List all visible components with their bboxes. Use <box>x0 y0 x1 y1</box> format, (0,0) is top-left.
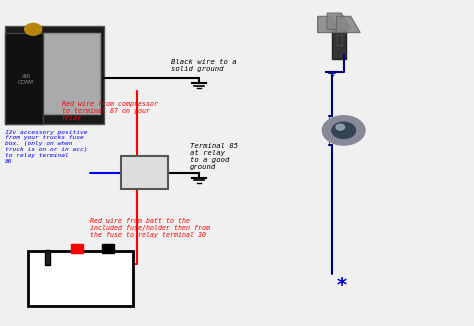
Polygon shape <box>38 33 100 114</box>
Text: 🔔: 🔔 <box>335 34 343 47</box>
Polygon shape <box>332 23 346 59</box>
Text: 12v accessory positive
from your trucks fuse
box. (only on when
truck is on or i: 12v accessory positive from your trucks … <box>5 130 87 164</box>
Text: Red wire from compressor
to terminal 87 on your
relay: Red wire from compressor to terminal 87 … <box>62 101 158 121</box>
Circle shape <box>322 116 365 145</box>
Text: Batt: Batt <box>61 270 100 288</box>
Circle shape <box>336 124 345 130</box>
Polygon shape <box>5 26 104 124</box>
Text: AIR
COMP: AIR COMP <box>18 74 34 85</box>
Polygon shape <box>327 13 351 29</box>
Text: Black wire to a
solid ground: Black wire to a solid ground <box>171 59 236 72</box>
Text: Red wire from batt to the
included fuse/holder then from
the fuse to relay termi: Red wire from batt to the included fuse/… <box>90 218 210 238</box>
Bar <box>102 244 114 253</box>
Polygon shape <box>337 16 360 33</box>
Circle shape <box>332 122 356 139</box>
Bar <box>28 251 133 306</box>
Polygon shape <box>318 16 341 33</box>
Bar <box>121 156 168 189</box>
Text: 87a
86
85: 87a 86 85 <box>140 168 149 181</box>
Text: *: * <box>336 276 346 295</box>
Bar <box>45 250 50 265</box>
Polygon shape <box>5 33 43 124</box>
Bar <box>71 244 83 253</box>
Text: Terminal 85
at relay
to a good
ground: Terminal 85 at relay to a good ground <box>190 143 238 170</box>
Circle shape <box>25 23 42 35</box>
